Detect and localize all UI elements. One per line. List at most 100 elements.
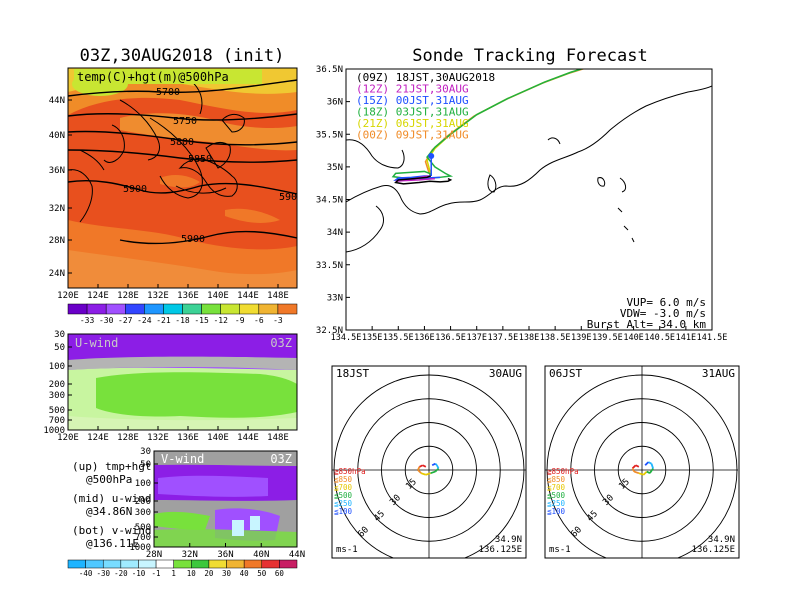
note-up-a: (up) tmp+hgt xyxy=(72,460,151,473)
x-tick-label: 128E xyxy=(117,291,139,301)
colorbar-swatch xyxy=(173,559,192,569)
hodograph-lon: 136.125E xyxy=(692,545,735,555)
y-tick-label: 36.5N xyxy=(316,65,343,75)
hodograph-segment xyxy=(638,472,644,476)
y-tick-label: 100 xyxy=(49,362,65,372)
colorbar-swatch xyxy=(138,559,157,569)
contour-label: 5900 xyxy=(181,234,205,245)
u-wind-label: U-wind xyxy=(75,336,118,350)
colorbar-swatch xyxy=(120,559,139,569)
y-tick-label: 1000 xyxy=(129,543,151,553)
note-mid-a: (mid) u-wind xyxy=(72,492,151,505)
x-tick-label: 148E xyxy=(267,433,289,443)
x-tick-label: 136.5E xyxy=(435,333,466,343)
map-title: 03Z,30AUG2018 (init) xyxy=(80,46,285,66)
colorbar-swatch xyxy=(226,559,245,569)
colorbar-tick-label: 40 xyxy=(240,569,250,578)
y-tick-label: 200 xyxy=(135,497,151,507)
x-tick-label: 139.5E xyxy=(592,333,623,343)
x-tick-label: 124E xyxy=(87,291,109,301)
hodograph-lat: 34.9N xyxy=(495,535,522,545)
contour-label: 5850 xyxy=(188,154,212,165)
hodograph-legend-entry: ≦500 xyxy=(547,491,566,500)
colorbar-swatch xyxy=(201,303,221,315)
y-tick-label: 700 xyxy=(135,533,151,543)
hodograph-segment xyxy=(649,467,654,474)
x-tick-label: 128E xyxy=(117,433,139,443)
hodograph-date: 31AUG xyxy=(702,367,735,380)
colorbar-swatch xyxy=(85,559,104,569)
colorbar-tick-label: -40 xyxy=(79,569,93,578)
hodograph-segment xyxy=(434,467,440,473)
legend-entry: (21Z) 06JST,31AUG xyxy=(356,117,469,130)
sonde-tracking-panel: Sonde Tracking Forecast 36.5N 36N 35.5N 35N… xyxy=(316,46,727,343)
y-tick-label: 50 xyxy=(140,460,151,470)
colorbar-tick-label: -1 xyxy=(152,569,161,578)
colorbar-swatch xyxy=(277,303,298,315)
y-tick-label: 700 xyxy=(49,416,65,426)
colorbar-swatch xyxy=(243,559,263,569)
contour-label: 5750 xyxy=(173,116,197,127)
x-tick-label: 32N xyxy=(182,550,198,560)
hodograph-unit: ms-1 xyxy=(336,545,358,555)
colorbar-swatch xyxy=(102,559,122,569)
hodograph-legend-entry: ≦850 xyxy=(547,475,566,484)
x-tick-label: 120E xyxy=(57,433,79,443)
legend-entry: (09Z) 18JST,30AUG2018 xyxy=(356,71,495,84)
hodograph-legend-entry: ≧850hPa xyxy=(547,467,579,476)
colorbar-swatch xyxy=(279,559,298,569)
note-bot-b: @136.11E xyxy=(86,537,139,550)
x-tick-label: 132E xyxy=(147,291,169,301)
colorbar-swatch xyxy=(163,303,183,315)
hodograph-legend-entry: ≦700 xyxy=(334,483,353,492)
colorbar-tick-label: 10 xyxy=(187,569,197,578)
colorbar-tick-label: -15 xyxy=(194,316,209,325)
x-tick-label: 140E xyxy=(623,333,643,343)
y-tick-label: 50 xyxy=(54,343,65,353)
x-tick-label: 140E xyxy=(207,433,229,443)
y-tick-label: 28N xyxy=(49,236,65,246)
note-mid-b: @34.86N xyxy=(86,505,132,518)
colorbar-tick-label: -18 xyxy=(175,316,190,325)
map-label-box xyxy=(74,69,262,84)
x-tick-label: 148E xyxy=(267,291,289,301)
colorbar-swatch xyxy=(261,559,280,569)
colorbar-tick-label: 60 xyxy=(275,569,285,578)
y-tick-label: 34N xyxy=(327,228,343,238)
y-tick-label: 33.5N xyxy=(316,261,343,271)
hodograph-legend-entry: ≦700 xyxy=(547,483,566,492)
colorbar-swatch xyxy=(182,303,202,315)
colorbar-tick-label: -9 xyxy=(235,316,245,325)
colorbar-swatch xyxy=(125,303,145,315)
map-y-ticks: 24N 28N 32N 36N 40N 44N xyxy=(49,96,72,279)
hodograph-segment xyxy=(430,470,436,475)
x-tick-label: 137E xyxy=(466,333,486,343)
contour-label: 5700 xyxy=(156,87,180,98)
legend-entry: (00Z) 09JST,31AUG xyxy=(356,129,469,142)
colorbar-tick-label: -27 xyxy=(118,316,133,325)
track-line xyxy=(391,69,584,180)
x-tick-label: 140E xyxy=(207,291,229,301)
hodograph-jst: 18JST xyxy=(336,367,369,380)
y-tick-label: 35.5N xyxy=(316,130,343,140)
x-tick-label: 40N xyxy=(253,550,269,560)
u-wind-time: 03Z xyxy=(270,336,292,350)
colorbar-tick-label: -20 xyxy=(114,569,128,578)
tracking-y-ticks: 36.5N 36N 35.5N 35N 34.5N 34N 33.5N 33N 32.5N xyxy=(316,65,350,336)
v-wind-field xyxy=(154,451,297,547)
y-tick-label: 30 xyxy=(54,330,65,340)
hodograph-segment xyxy=(417,469,422,474)
contour-label: 590 xyxy=(279,192,297,203)
hodograph-legend-entry: ≦250 xyxy=(334,499,353,508)
hodograph-segment xyxy=(631,464,637,470)
colorbar-tick-label: -24 xyxy=(137,316,152,325)
colorbar-swatch xyxy=(191,559,210,569)
v-wind-time: 03Z xyxy=(270,452,292,466)
map-inner-label: temp(C)+hgt(m)@500hPa xyxy=(77,70,229,84)
colorbar-swatch xyxy=(67,559,86,569)
hodograph-segment xyxy=(646,470,651,474)
colorbar-swatch xyxy=(155,559,174,569)
